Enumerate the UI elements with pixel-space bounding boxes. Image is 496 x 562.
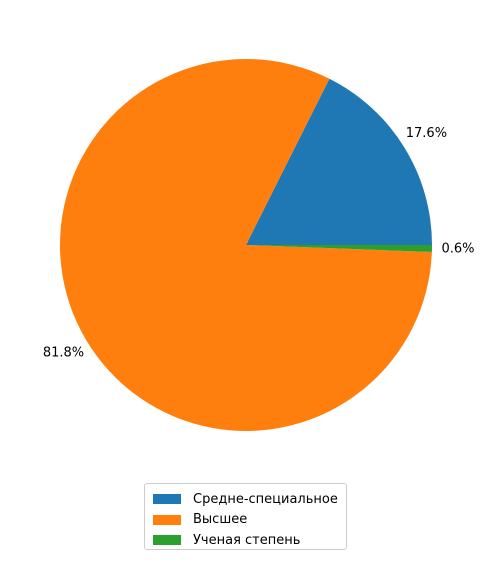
legend-swatch [153,514,181,525]
pie-labels: 17.6% 81.8% 0.6% [43,126,475,360]
pie-percent-label: 17.6% [406,126,447,141]
legend-item: Высшее [153,510,338,531]
legend-label: Ученая степень [193,532,301,548]
legend-label: Средне-специальное [193,491,338,507]
legend-swatch [153,535,181,546]
pie-slices [59,58,432,432]
legend-item: Средне-специальное [153,489,338,510]
pie-slice [246,245,432,253]
legend-swatch [153,494,181,505]
pie-percent-label: 81.8% [43,345,84,360]
chart-legend: Средне-специальное Высшее Ученая степень [144,483,347,550]
pie-slice [59,58,432,432]
pie-percent-label: 0.6% [441,241,474,256]
pie-slice [246,78,432,245]
legend-item: Ученая степень [153,530,338,551]
legend-label: Высшее [193,512,248,528]
